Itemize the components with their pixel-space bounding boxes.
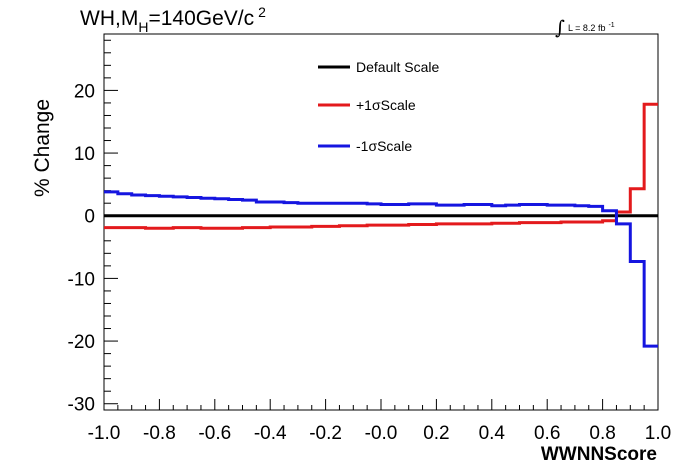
integral-symbol: ∫: [555, 17, 565, 39]
series-layer: [104, 102, 658, 348]
chart-title: WH,MH=140GeV/c 2: [80, 4, 266, 35]
y-tick-label: -30: [68, 395, 95, 416]
y-tick-label: -20: [68, 332, 95, 353]
y-axis-title: % Change: [31, 99, 54, 197]
luminosity-text: L = 8.2 fb -1: [568, 22, 615, 33]
legend-label-default: Default Scale: [356, 59, 439, 75]
x-tick-label: 0.6: [534, 423, 560, 444]
luminosity-label: ∫ L = 8.2 fb -1: [555, 17, 615, 39]
series-minus-1sigma: [104, 190, 658, 348]
x-axis-title: WWNNScore: [541, 444, 657, 465]
y-tick-label: -10: [68, 269, 95, 290]
legend-label-plus: +1σScale: [356, 97, 416, 113]
x-tick-label: -0.6: [198, 423, 231, 444]
x-tick-label: -0.8: [143, 423, 176, 444]
x-tick-label: 0.2: [423, 423, 449, 444]
x-tick-label: -0.2: [309, 423, 342, 444]
series-plus-1sigma: [104, 102, 658, 230]
axis-tick-labels: -1.0 -0.8 -0.6 -0.4 -0.2 -0.0 0.2 0.4 0.6 0.8 1.0 -…: [68, 81, 672, 444]
x-tick-label: 0.4: [479, 423, 506, 444]
x-tick-label: 1.0: [645, 423, 671, 444]
x-tick-label: -1.0: [88, 423, 121, 444]
y-tick-label: 10: [74, 144, 95, 165]
legend-label-minus: -1σScale: [356, 138, 412, 154]
x-tick-label: -0.4: [254, 423, 287, 444]
y-tick-label: 0: [84, 207, 95, 228]
x-tick-label: 0.8: [589, 423, 615, 444]
legend: Default Scale +1σScale -1σScale: [318, 59, 439, 154]
x-tick-label: -0.0: [365, 423, 398, 444]
y-tick-label: 20: [74, 81, 95, 102]
